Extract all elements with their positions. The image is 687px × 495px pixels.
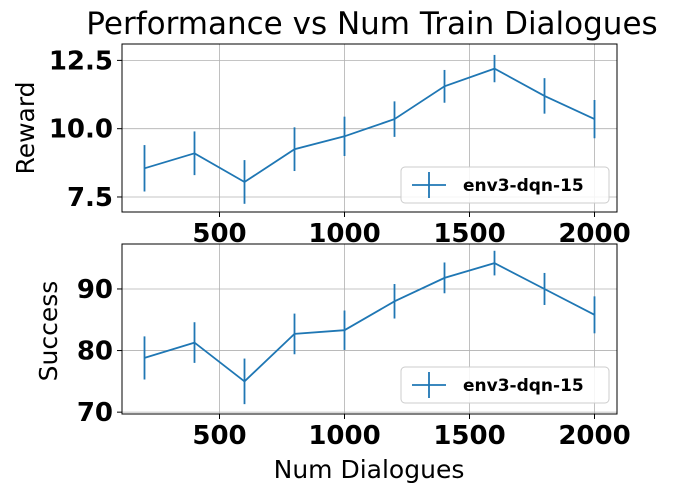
success-x-tick-label: 1000 [308, 421, 380, 451]
success-subplot: 500 1000 1500 2000 70 80 90 Success Num Dialo… [34, 243, 631, 484]
reward-series-line [144, 67, 595, 184]
success-x-tick-label: 500 [192, 421, 246, 451]
reward-y-ticks: 7.5 10.0 12.5 [49, 46, 122, 213]
success-x-ticks: 500 1000 1500 2000 [192, 414, 631, 451]
success-legend-box [400, 366, 610, 404]
success-series-line [144, 262, 595, 383]
reward-legend-label: env3-dqn-15 [463, 176, 584, 196]
success-y-tick-label: 70 [77, 398, 113, 428]
reward-y-tick-label: 7.5 [67, 183, 113, 213]
reward-y-axis-label: Reward [11, 81, 40, 174]
reward-legend: env3-dqn-15 [400, 166, 610, 204]
success-x-tick-label: 2000 [558, 421, 630, 451]
reward-plot-frame [121, 43, 618, 213]
reward-y-tick-label: 10.0 [49, 115, 113, 145]
reward-subplot: 500 1000 1500 2000 7.5 10.0 12.5 Reward env3-… [11, 43, 631, 249]
reward-x-ticks: 500 1000 1500 2000 [192, 212, 631, 249]
success-y-ticks: 70 80 90 [77, 275, 122, 428]
reward-y-tick-label: 12.5 [49, 46, 113, 76]
success-legend: env3-dqn-15 [400, 366, 610, 404]
success-y-axis-label: Success [34, 281, 63, 382]
success-y-tick-label: 90 [77, 275, 113, 305]
success-plot-frame [121, 243, 618, 415]
success-y-tick-label: 80 [77, 337, 113, 367]
x-axis-label: Num Dialogues [274, 455, 465, 484]
reward-series [143, 54, 596, 204]
success-x-tick-label: 1500 [433, 421, 505, 451]
chart-title: Performance vs Num Train Dialogues [86, 6, 657, 42]
success-legend-label: env3-dqn-15 [463, 376, 584, 396]
success-series [143, 250, 596, 405]
reward-legend-box [400, 166, 610, 204]
